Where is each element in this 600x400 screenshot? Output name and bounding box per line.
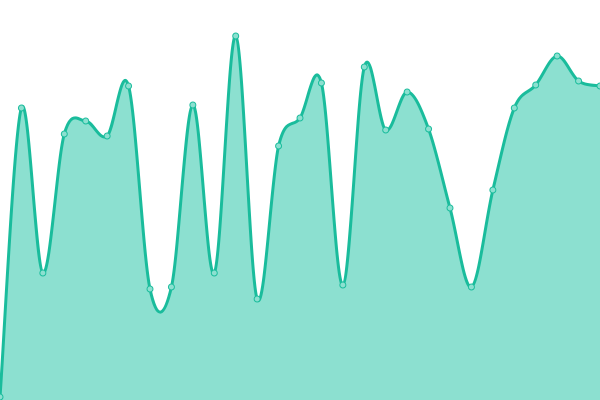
data-point-25 [532, 81, 540, 89]
data-point-3 [60, 130, 68, 138]
data-point-15 [317, 79, 325, 87]
data-point-8 [167, 283, 175, 291]
data-point-6 [125, 82, 133, 90]
data-point-7 [146, 285, 154, 293]
data-point-1 [17, 104, 25, 112]
data-point-11 [232, 32, 240, 40]
data-points [0, 32, 600, 400]
data-point-13 [275, 142, 283, 150]
data-point-20 [425, 125, 433, 133]
data-point-5 [103, 132, 111, 140]
data-point-12 [253, 295, 261, 303]
data-point-23 [489, 186, 497, 194]
data-point-4 [82, 117, 90, 125]
data-point-14 [296, 114, 304, 122]
data-point-24 [510, 104, 518, 112]
data-point-27 [575, 77, 583, 85]
data-point-10 [210, 269, 218, 277]
data-point-17 [360, 63, 368, 71]
data-point-26 [553, 52, 561, 60]
data-point-0 [0, 393, 4, 400]
area-fill [0, 35, 600, 400]
data-point-9 [189, 101, 197, 109]
data-point-19 [403, 88, 411, 96]
data-point-2 [39, 269, 47, 277]
data-point-21 [446, 204, 454, 212]
data-point-18 [382, 126, 390, 134]
data-point-22 [467, 283, 475, 291]
data-point-28 [596, 82, 600, 90]
data-point-16 [339, 281, 347, 289]
